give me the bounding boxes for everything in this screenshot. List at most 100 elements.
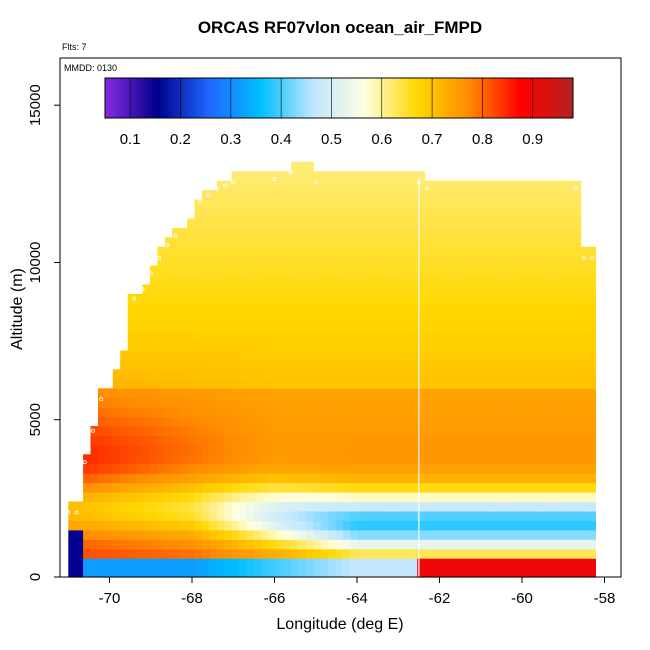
heatmap-cell (305, 388, 314, 399)
heatmap-cell (283, 369, 292, 380)
heatmap-cell (565, 454, 574, 465)
heatmap-cell (528, 180, 537, 191)
colorbar-segment (381, 78, 387, 118)
heatmap-cell (432, 482, 441, 493)
colorbar-segment (140, 78, 145, 118)
heatmap-cell (491, 284, 500, 295)
heatmap-cell (580, 492, 589, 503)
heatmap-cell (179, 350, 188, 361)
heatmap-cell (112, 454, 121, 465)
heatmap-cell (439, 293, 448, 304)
heatmap-cell (201, 199, 210, 210)
heatmap-cell (550, 567, 559, 578)
heatmap-cell (209, 284, 218, 295)
heatmap-cell (135, 341, 144, 352)
heatmap-cell (112, 369, 121, 380)
heatmap-cell (454, 199, 463, 210)
colorbar-segment (498, 78, 504, 118)
heatmap-cell (149, 350, 158, 361)
heatmap-cell (588, 312, 596, 323)
heatmap-cell (209, 473, 218, 484)
heatmap-cell (209, 199, 218, 210)
heatmap-cell (164, 416, 173, 427)
heatmap-cell (409, 256, 418, 267)
heatmap-cell (387, 435, 396, 446)
y-tick-label: 15000 (27, 84, 44, 126)
heatmap-cell (231, 416, 240, 427)
heatmap-cell (588, 360, 596, 370)
heatmap-cell (276, 463, 285, 474)
heatmap-cell (543, 378, 552, 389)
heatmap-cell (157, 293, 166, 304)
heatmap-cell (149, 567, 158, 578)
heatmap-cell (350, 199, 359, 210)
heatmap-cell (216, 435, 225, 446)
heatmap-cell (157, 407, 166, 418)
heatmap-cell (231, 463, 240, 474)
heatmap-cell (387, 275, 396, 285)
heatmap-cell (469, 246, 478, 257)
heatmap-cell (365, 482, 374, 493)
heatmap-cell (417, 190, 426, 201)
heatmap-cell (491, 463, 500, 474)
heatmap-cell (313, 360, 322, 370)
heatmap-cell (424, 209, 433, 219)
heatmap-cell (231, 341, 240, 352)
heatmap-cell (350, 454, 359, 465)
heatmap-cell (298, 463, 307, 474)
heatmap-cell (350, 341, 359, 352)
heatmap-cell (424, 416, 433, 427)
heatmap-cell (142, 510, 151, 521)
heatmap-cell (558, 246, 567, 257)
heatmap-cell (476, 256, 485, 267)
heatmap-cell (142, 444, 151, 455)
heatmap-cell (142, 407, 151, 418)
heatmap-cell (565, 322, 574, 333)
heatmap-cell (164, 331, 173, 342)
heatmap-cell (432, 473, 441, 484)
sample-points (66, 170, 595, 515)
heatmap-cell (380, 171, 389, 182)
heatmap-cell (565, 265, 574, 276)
heatmap-cell (409, 463, 418, 474)
heatmap-cell (528, 520, 537, 531)
heatmap-cell (409, 265, 418, 276)
heatmap-cell (224, 360, 233, 370)
heatmap-cell (424, 237, 433, 248)
heatmap-cell (439, 209, 448, 219)
heatmap-cell (484, 303, 493, 314)
heatmap-cell (172, 341, 181, 352)
x-tick-label: -68 (181, 590, 203, 607)
heatmap-cell (498, 275, 507, 285)
heatmap-cell (380, 275, 389, 285)
heatmap-cell (268, 312, 277, 323)
heatmap-cell (239, 454, 247, 465)
heatmap-cell (454, 350, 463, 361)
heatmap-cell (201, 378, 210, 389)
heatmap-cell (380, 180, 389, 191)
heatmap-cell (446, 444, 455, 455)
heatmap-cell (588, 463, 596, 474)
heatmap-cell (172, 237, 181, 248)
heatmap-cell (313, 454, 322, 465)
heatmap-cell (305, 312, 314, 323)
heatmap-cell (194, 209, 203, 219)
heatmap-cell (432, 227, 441, 238)
heatmap-cell (135, 473, 144, 484)
heatmap-cell (543, 312, 552, 323)
heatmap-cell (402, 378, 411, 389)
heatmap-cell (387, 227, 396, 238)
heatmap-cell (395, 275, 403, 285)
heatmap-cell (573, 275, 582, 285)
heatmap-cell (268, 548, 277, 559)
heatmap-cell (469, 378, 478, 389)
heatmap-cell (491, 407, 500, 418)
heatmap-cell (231, 360, 240, 370)
heatmap-cell (343, 558, 351, 569)
heatmap-cell (135, 492, 144, 503)
heatmap-cell (231, 293, 240, 304)
heatmap-cell (142, 378, 151, 389)
heatmap-cell (98, 558, 106, 569)
heatmap-cell (291, 416, 299, 427)
heatmap-cell (216, 227, 225, 238)
